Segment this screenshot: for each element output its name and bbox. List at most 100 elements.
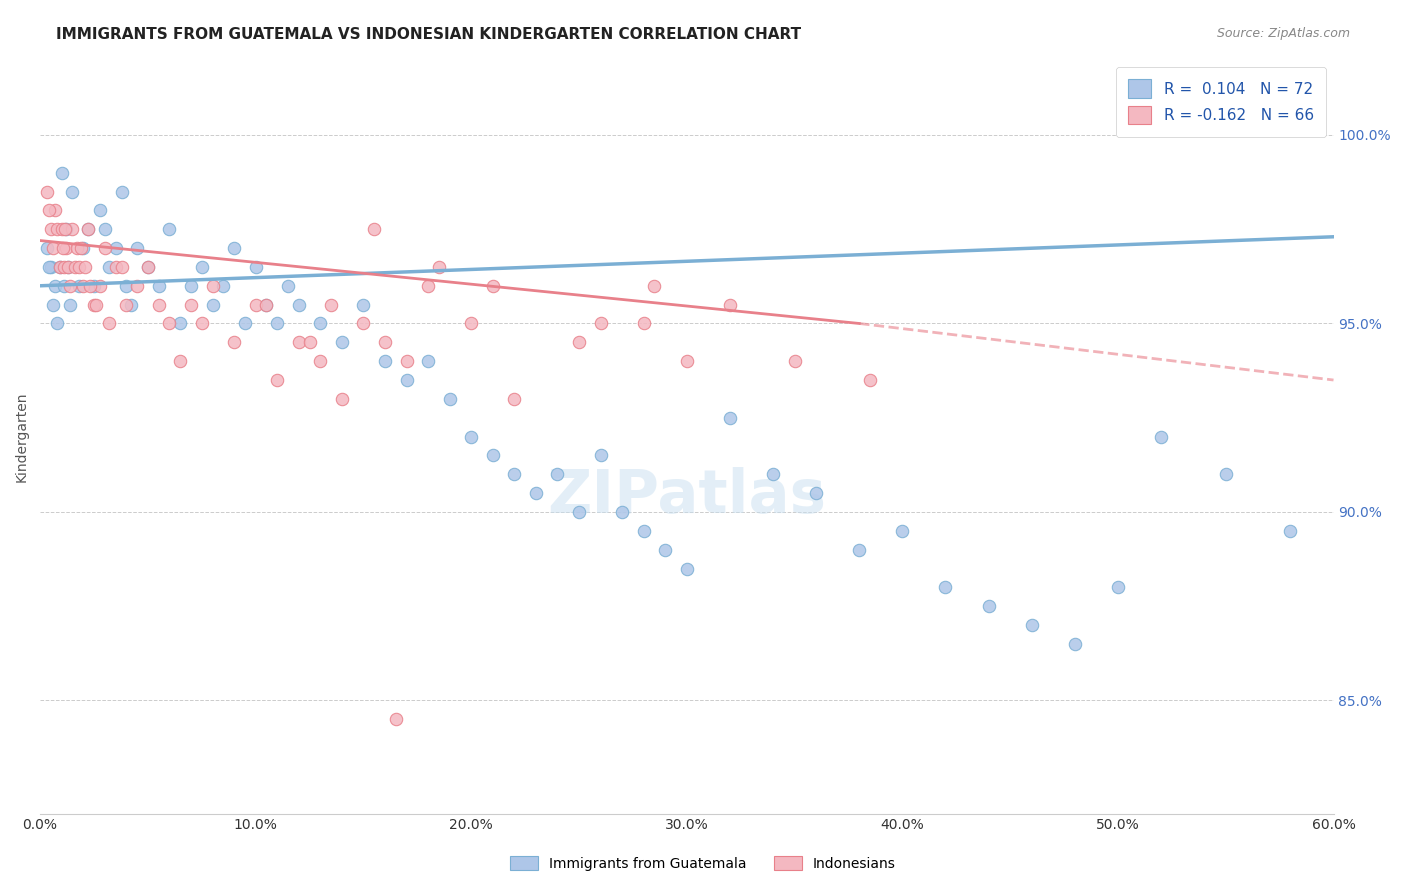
Point	[136, 260, 159, 274]
Point	[891, 524, 914, 538]
Point	[89, 278, 111, 293]
Point	[233, 317, 256, 331]
Point	[859, 373, 882, 387]
Point	[42, 298, 65, 312]
Point	[104, 241, 127, 255]
Point	[111, 260, 134, 274]
Point	[374, 335, 396, 350]
Point	[51, 166, 73, 180]
Point	[1107, 580, 1129, 594]
Point	[298, 335, 321, 350]
Point	[159, 317, 181, 331]
Point	[201, 298, 224, 312]
Point	[66, 241, 89, 255]
Y-axis label: Kindergarten: Kindergarten	[15, 392, 30, 482]
Point	[309, 354, 332, 368]
Point	[72, 241, 94, 255]
Point	[330, 392, 353, 406]
Point	[266, 373, 288, 387]
Point	[783, 354, 806, 368]
Point	[70, 241, 93, 255]
Point	[115, 278, 138, 293]
Point	[48, 260, 70, 274]
Point	[159, 222, 181, 236]
Point	[75, 260, 97, 274]
Point	[62, 222, 84, 236]
Point	[1063, 637, 1085, 651]
Point	[48, 260, 70, 274]
Point	[675, 561, 697, 575]
Point	[568, 335, 591, 350]
Point	[309, 317, 332, 331]
Point	[52, 241, 75, 255]
Point	[56, 260, 79, 274]
Point	[191, 317, 214, 331]
Point	[546, 467, 568, 482]
Point	[439, 392, 461, 406]
Point	[56, 260, 79, 274]
Point	[568, 505, 591, 519]
Point	[610, 505, 633, 519]
Point	[67, 260, 90, 274]
Point	[256, 298, 278, 312]
Point	[94, 241, 117, 255]
Point	[62, 185, 84, 199]
Point	[524, 486, 547, 500]
Point	[718, 298, 741, 312]
Text: ZIPatlas: ZIPatlas	[547, 467, 827, 526]
Point	[385, 712, 408, 726]
Point	[395, 373, 418, 387]
Legend: Immigrants from Guatemala, Indonesians: Immigrants from Guatemala, Indonesians	[505, 850, 901, 876]
Point	[374, 354, 396, 368]
Point	[44, 278, 66, 293]
Point	[395, 354, 418, 368]
Point	[245, 298, 267, 312]
Point	[76, 222, 98, 236]
Point	[212, 278, 235, 293]
Point	[654, 542, 676, 557]
Point	[52, 260, 75, 274]
Point	[277, 278, 299, 293]
Point	[363, 222, 385, 236]
Point	[427, 260, 450, 274]
Point	[224, 335, 246, 350]
Point	[288, 298, 311, 312]
Point	[35, 241, 58, 255]
Point	[256, 298, 278, 312]
Point	[84, 298, 107, 312]
Point	[46, 317, 69, 331]
Point	[201, 278, 224, 293]
Point	[848, 542, 870, 557]
Point	[503, 467, 526, 482]
Point	[67, 278, 90, 293]
Point	[180, 278, 202, 293]
Point	[120, 298, 142, 312]
Point	[481, 449, 503, 463]
Point	[98, 317, 121, 331]
Point	[53, 222, 76, 236]
Legend: R =  0.104   N = 72, R = -0.162   N = 66: R = 0.104 N = 72, R = -0.162 N = 66	[1116, 67, 1326, 136]
Point	[633, 317, 655, 331]
Point	[94, 222, 117, 236]
Point	[83, 278, 105, 293]
Text: Source: ZipAtlas.com: Source: ZipAtlas.com	[1216, 27, 1350, 40]
Point	[83, 298, 105, 312]
Point	[718, 410, 741, 425]
Point	[46, 222, 69, 236]
Point	[1279, 524, 1302, 538]
Point	[127, 241, 149, 255]
Point	[55, 222, 77, 236]
Point	[288, 335, 311, 350]
Point	[38, 260, 60, 274]
Point	[148, 278, 170, 293]
Point	[503, 392, 526, 406]
Point	[353, 317, 375, 331]
Point	[39, 260, 62, 274]
Point	[35, 185, 58, 199]
Point	[59, 298, 82, 312]
Point	[321, 298, 343, 312]
Point	[762, 467, 785, 482]
Point	[460, 317, 482, 331]
Text: IMMIGRANTS FROM GUATEMALA VS INDONESIAN KINDERGARTEN CORRELATION CHART: IMMIGRANTS FROM GUATEMALA VS INDONESIAN …	[56, 27, 801, 42]
Point	[1215, 467, 1237, 482]
